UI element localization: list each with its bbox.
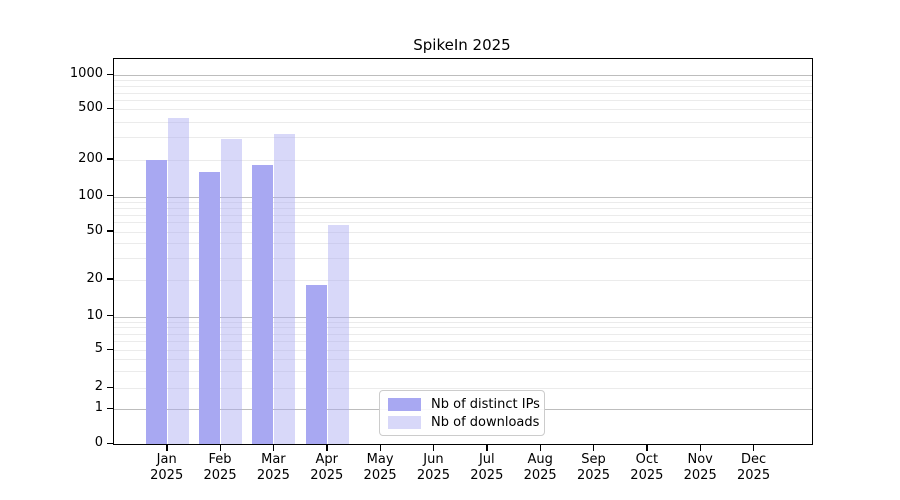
gridline-major [114, 196, 812, 198]
gridline-minor [114, 159, 812, 161]
gridline-minor [114, 100, 812, 102]
x-tick-label: Jun 2025 [416, 452, 450, 483]
x-tick-label: Jul 2025 [470, 452, 504, 483]
y-tick [107, 386, 113, 389]
y-tick [107, 158, 113, 160]
gridline-minor [114, 333, 812, 335]
x-tick [432, 444, 435, 451]
legend: Nb of distinct IPs Nb of downloads [379, 390, 545, 436]
x-tick [219, 444, 221, 451]
legend-item-label: Nb of downloads [431, 414, 540, 430]
x-tick-label: Dec 2025 [737, 452, 771, 483]
gridline-minor [114, 109, 812, 111]
x-tick [379, 444, 381, 451]
gridline-minor [114, 258, 812, 260]
y-tick [107, 442, 113, 444]
y-tick-label: 50 [86, 222, 103, 238]
gridline-minor [114, 388, 812, 390]
x-tick [539, 444, 542, 451]
y-tick-label: 1 [94, 400, 103, 416]
y-tick-label: 500 [78, 100, 103, 116]
bar-downloads [327, 225, 349, 444]
x-tick [272, 444, 275, 451]
gridline-minor [114, 243, 812, 245]
legend-swatch-distinct-ips [388, 397, 421, 411]
y-tick-label: 1000 [69, 66, 103, 81]
x-tick-label: Oct 2025 [630, 452, 664, 483]
gridline-major [114, 75, 812, 76]
gridline-minor [114, 279, 812, 281]
y-tick [107, 348, 113, 350]
x-tick-label: Nov 2025 [683, 452, 717, 483]
gridline-minor [114, 214, 812, 216]
gridline-minor [114, 92, 812, 94]
x-tick [753, 444, 755, 451]
x-tick-label: May 2025 [363, 452, 397, 483]
x-tick-label: Sep 2025 [576, 452, 611, 483]
bar-downloads [167, 117, 189, 444]
x-tick-label: Jan 2025 [150, 452, 184, 483]
plot-area: Nb of distinct IPs Nb of downloads [113, 58, 813, 445]
x-tick [166, 444, 168, 451]
gridline-minor [114, 137, 812, 139]
x-tick [646, 444, 648, 451]
x-tick [699, 444, 702, 451]
y-tick-label: 5 [94, 341, 103, 356]
y-tick [107, 315, 113, 317]
gridline-minor [114, 121, 812, 123]
y-tick [107, 278, 113, 280]
bar-distinct-ips [145, 159, 167, 444]
bar-distinct-ips [305, 285, 327, 444]
legend-swatch-downloads [388, 415, 421, 429]
x-tick-label: Mar 2025 [256, 452, 290, 483]
legend-item-label: Nb of distinct IPs [431, 396, 540, 412]
gridline-minor [114, 201, 812, 203]
gridline-minor [114, 371, 812, 373]
gridline-minor [114, 222, 812, 224]
gridline-minor [114, 231, 812, 233]
gridline-minor [114, 359, 812, 361]
y-tick [107, 230, 113, 232]
y-tick-label: 200 [78, 150, 103, 166]
gridline-minor [114, 80, 812, 82]
legend-item: Nb of downloads [388, 414, 540, 430]
y-tick [107, 73, 113, 75]
gridline-minor [114, 341, 812, 343]
x-tick-label: Apr 2025 [310, 452, 344, 483]
y-tick [107, 195, 113, 197]
x-tick-label: Aug 2025 [523, 452, 557, 483]
y-tick-label: 2 [94, 379, 103, 395]
y-tick-label: 10 [86, 307, 103, 323]
x-tick [593, 444, 595, 451]
y-tick-label: 100 [78, 187, 103, 203]
gridline-minor [114, 350, 812, 351]
bar-downloads [221, 139, 243, 444]
bar-downloads [274, 133, 296, 444]
gridline-minor [114, 327, 812, 329]
gridline-minor [114, 86, 812, 88]
x-tick [486, 444, 488, 451]
chart-title: SpikeIn 2025 [413, 36, 511, 54]
y-tick-label: 0 [94, 435, 103, 450]
y-tick [107, 107, 113, 110]
bar-distinct-ips [252, 165, 274, 444]
bar-distinct-ips [199, 171, 221, 444]
gridline-major [114, 316, 812, 318]
x-tick [326, 444, 328, 451]
y-tick-label: 20 [86, 270, 103, 286]
x-tick-label: Feb 2025 [203, 452, 237, 483]
gridline-minor [114, 321, 812, 323]
gridline-minor [114, 207, 812, 209]
y-tick [107, 407, 113, 410]
legend-item: Nb of distinct IPs [388, 396, 540, 412]
